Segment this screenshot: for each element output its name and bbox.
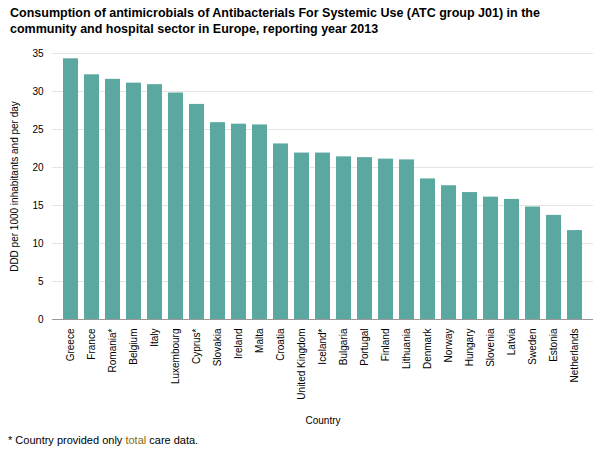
svg-text:Iceland*: Iceland* <box>317 329 328 365</box>
svg-text:Slovenia: Slovenia <box>485 328 496 367</box>
svg-text:Cyprus*: Cyprus* <box>191 329 202 365</box>
svg-text:Country: Country <box>305 415 340 426</box>
svg-text:Slovakia: Slovakia <box>212 328 223 366</box>
svg-text:Hungary: Hungary <box>464 329 475 367</box>
svg-text:Croatia: Croatia <box>275 328 286 361</box>
svg-text:Netherlands: Netherlands <box>569 329 580 383</box>
svg-text:10: 10 <box>32 238 44 249</box>
svg-text:20: 20 <box>32 162 44 173</box>
svg-text:Luxembourg: Luxembourg <box>170 329 181 385</box>
svg-text:Finland: Finland <box>380 329 391 362</box>
svg-text:Romania*: Romania* <box>107 329 118 373</box>
svg-text:France: France <box>86 328 97 360</box>
html-text:Consumption of antimicrobials: Consumption of antimicrobials of Antibac… <box>10 6 540 36</box>
svg-text:Estonia: Estonia <box>548 328 559 362</box>
svg-text:35: 35 <box>32 48 44 59</box>
svg-text:Malta: Malta <box>254 328 265 353</box>
svg-text:15: 15 <box>32 200 44 211</box>
svg-text:Sweden: Sweden <box>527 329 538 365</box>
svg-text:5: 5 <box>38 276 44 287</box>
svg-text:Bulgaria: Bulgaria <box>338 328 349 365</box>
svg-text:25: 25 <box>32 124 44 135</box>
svg-text:Lithuania: Lithuania <box>401 328 412 369</box>
html-text:* Country provided only total: * Country provided only total care data. <box>8 434 199 447</box>
svg-text:Latvia: Latvia <box>506 328 517 355</box>
svg-text:DDD per 1000 inhabitants and p: DDD per 1000 inhabitants and per day <box>9 101 20 272</box>
svg-text:Belgium: Belgium <box>128 329 139 365</box>
svg-text:Greece: Greece <box>65 328 76 361</box>
svg-text:Norway: Norway <box>443 329 454 363</box>
svg-text:Portugal: Portugal <box>359 329 370 366</box>
svg-text:United Kingdom: United Kingdom <box>296 329 307 400</box>
svg-text:Ireland: Ireland <box>233 329 244 360</box>
svg-text:30: 30 <box>32 86 44 97</box>
svg-text:0: 0 <box>38 314 44 325</box>
svg-text:Denmark: Denmark <box>422 328 433 370</box>
svg-text:Italy: Italy <box>149 329 160 347</box>
